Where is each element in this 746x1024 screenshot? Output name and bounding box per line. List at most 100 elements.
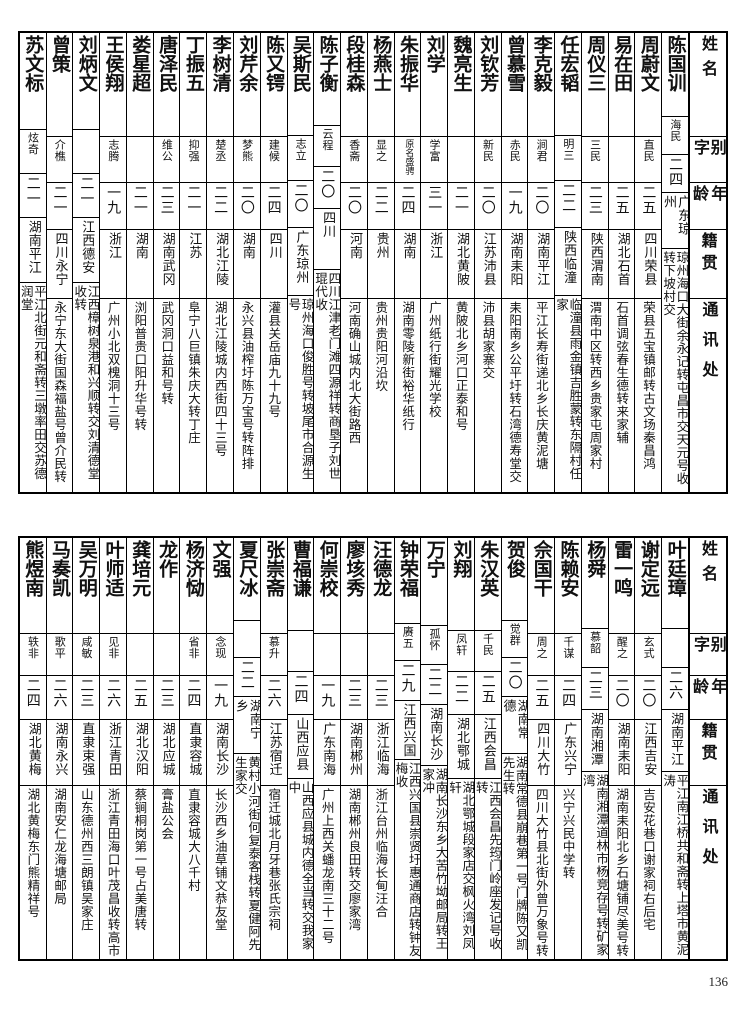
name-text: 谢定远 xyxy=(637,540,660,597)
alias-text: 念现 xyxy=(213,636,227,659)
person-column: 汪德龙 二三 浙江临海 浙江台州临海长甸汪合 xyxy=(366,538,394,959)
name-text: 熊煜南 xyxy=(22,540,45,597)
cell-age: 二六 xyxy=(260,676,287,720)
person-column: 叶廷璋 二六 湖南平江 平江南江桥共和斋转上塔市黄泥涛 xyxy=(661,538,688,959)
row-label-column: 姓名 别字 年龄 籍贯 通讯处 xyxy=(688,538,726,959)
name-text: 周蔚文 xyxy=(637,35,660,92)
age-text: 一九 xyxy=(319,678,336,708)
age-text: 一九 xyxy=(212,678,229,708)
person-column: 廖垓秀 二三 湖南郴州 湖南郴州良田转交廖家湾 xyxy=(340,538,367,959)
person-column: 万宁 孤怀 二二 湖南长沙 湖南长沙东乡大苦竹坳邮局转王家冲 xyxy=(420,538,448,959)
origin-text: 江西兴国 xyxy=(400,702,416,757)
address-text: 平江北街元和斋转三墩率田交苏德润堂 xyxy=(19,284,46,480)
name-text: 李克毅 xyxy=(530,35,553,92)
name-text: 文强 xyxy=(209,540,232,578)
address-text: 膏盐公会 xyxy=(159,788,175,840)
alias-text: 千谋 xyxy=(561,636,575,659)
cell-address: 四川江津老门滩四源祥转商垦子刘世琨代收 xyxy=(314,270,340,492)
age-text: 二三 xyxy=(158,678,175,708)
cell-origin: 河南 xyxy=(341,230,367,299)
cell-address: 沛县胡家寨交 xyxy=(475,299,501,492)
name-text: 刘钦芳 xyxy=(477,35,500,92)
cell-origin: 四川永宁 xyxy=(46,230,73,299)
age-text: 二一 xyxy=(453,185,470,215)
cell-address: 浏阳普贵口阳升华号转 xyxy=(127,299,153,492)
name-text: 刘翔 xyxy=(450,540,473,578)
age-text: 二二 xyxy=(372,185,389,215)
cell-alias: 慕韶 xyxy=(581,629,608,669)
cell-age: 二五 xyxy=(608,183,635,230)
age-text: 二一 xyxy=(131,185,148,215)
age-text: 二一 xyxy=(24,175,41,206)
person-column: 曹福谦 二四 山西应县 山西应县城内德全当转交我家中 xyxy=(286,538,314,959)
person-column: 段桂森 香斋 二〇 河南 河南确山城内北大街路西 xyxy=(340,33,367,492)
cell-origin: 四川大竹 xyxy=(528,720,555,786)
cell-name: 吴万明 xyxy=(73,538,100,634)
cell-alias: 学富 xyxy=(421,137,448,183)
cell-origin: 浙江 xyxy=(421,230,448,299)
age-text: 三一 xyxy=(426,185,443,215)
cell-age: 二一 xyxy=(46,183,73,230)
age-text: 二二 xyxy=(560,183,577,214)
age-text: 二二 xyxy=(212,185,229,215)
name-text: 龙作 xyxy=(156,540,179,578)
cell-age: 二二 xyxy=(233,658,260,697)
roster-table-1: 姓名 别字 年龄 籍贯 通讯处 陈国训 海民 二四 广东琼州 琼州海口大街余永记转屯昌市交天元号收… xyxy=(18,31,728,494)
address-text: 琼州海口大街余永记转屯昌市交天元号收转下坡村交 xyxy=(662,251,688,486)
address-text: 湖南湘潭道林市杨竞存号转矿家湾 xyxy=(581,774,608,957)
cell-alias: 孤怀 xyxy=(421,626,448,665)
cell-name: 陈子衡 xyxy=(314,33,341,126)
address-text: 湖北江陵城内西街四十三号 xyxy=(212,301,228,457)
cell-age: 二〇 xyxy=(635,676,662,720)
person-column: 周仪三 三民 二三 陕西渭南 渭南中区转西乡贵家屯周家村 xyxy=(580,33,608,492)
address-text: 琼州海口俊胜号转坡尾市合源生号 xyxy=(287,298,314,481)
cell-age: 二六 xyxy=(100,676,126,720)
origin-text: 湖南武冈 xyxy=(159,232,175,286)
row-label-name: 姓名 xyxy=(690,538,726,634)
name-text: 唐泽民 xyxy=(156,35,179,92)
age-text: 二四 xyxy=(292,674,309,705)
origin-text: 广东兴宁 xyxy=(561,722,577,776)
cell-origin: 湖南 xyxy=(126,230,153,299)
cell-name: 何崇校 xyxy=(314,538,341,634)
origin-text: 直隶容城 xyxy=(186,722,202,776)
row-label-column: 姓名 别字 年龄 籍贯 通讯处 xyxy=(688,33,726,492)
cell-address: 湖北江陵城内西街四十三号 xyxy=(207,299,233,492)
age-text: 二四 xyxy=(185,678,202,708)
cell-origin: 湖北黄梅 xyxy=(19,720,46,786)
cell-name: 陈赖安 xyxy=(555,538,581,634)
name-text: 雷一鸣 xyxy=(611,540,634,597)
cell-name: 刘钦芳 xyxy=(474,33,501,137)
cell-alias xyxy=(126,634,153,676)
alias-text: 轶非 xyxy=(26,636,40,659)
origin-text: 湖南长沙 xyxy=(427,707,443,762)
age-text: 二一 xyxy=(185,185,202,215)
address-text: 山东德州西三朗镇吴家庄 xyxy=(78,788,94,931)
cell-name: 熊煜南 xyxy=(19,538,46,634)
cell-alias: 明三 xyxy=(555,136,581,182)
name-text: 陈又锷 xyxy=(263,35,286,92)
age-text: 二四 xyxy=(24,678,41,708)
cell-name: 魏亮生 xyxy=(448,33,474,137)
cell-address: 武冈洞口益和号转 xyxy=(154,299,180,492)
origin-text: 广东琼州 xyxy=(293,229,309,284)
cell-alias: 见非 xyxy=(100,634,126,676)
cell-age: 二〇 xyxy=(528,183,555,230)
age-text: 二〇 xyxy=(238,185,255,215)
cell-name: 叶廷璋 xyxy=(662,538,688,629)
cell-address: 山东德州西三朗镇吴家庄 xyxy=(73,786,99,959)
person-column: 曾策 介樵 二一 四川永宁 永宁东大街国森福盐号曾介民转 xyxy=(45,33,73,492)
cell-name: 谢定远 xyxy=(635,538,662,634)
cell-name: 陈又锷 xyxy=(260,33,287,137)
alias-text: 省非 xyxy=(187,636,201,659)
address-text: 湖南耒阳北乡石塘铺尽美号转 xyxy=(614,788,630,957)
table-gutter xyxy=(18,495,728,535)
cell-address: 山西应县城内德全当转交我家中 xyxy=(288,779,314,959)
cell-name: 佘国干 xyxy=(528,538,555,634)
origin-text: 湖南郴州 xyxy=(346,722,362,776)
cell-age: 二三 xyxy=(153,183,180,230)
cell-age: 二二 xyxy=(448,672,474,716)
alias-text: 直民 xyxy=(642,139,656,162)
person-column: 杨舜 慕韶 二三 湖南湘潭 湖南湘潭道林市杨竞存号转矿家湾 xyxy=(580,538,608,959)
cell-address: 四川大竹县北街外曾万象号转 xyxy=(528,786,554,959)
